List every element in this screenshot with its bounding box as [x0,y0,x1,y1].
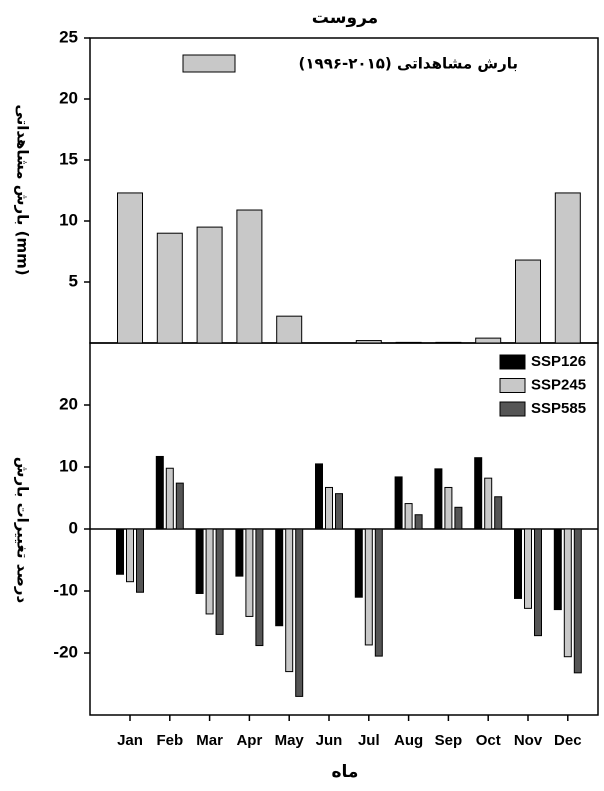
bar [394,476,403,530]
bar [117,192,143,344]
bar [434,468,443,530]
legend-swatch [499,354,526,370]
y-tick-label: 20 [59,88,78,107]
y-axis-label: بارش مشاهداتی (mm) [14,104,32,275]
bar [325,486,333,530]
y-tick-label: 5 [69,271,78,290]
legend-label: SSP126 [531,353,586,370]
bar [285,528,294,673]
x-tick-label: Dec [554,732,582,749]
bar [454,506,463,530]
bar [573,528,582,674]
bar [364,528,373,646]
x-tick-label: Aug [394,732,423,749]
bar [395,341,422,344]
bar [354,528,363,598]
y-tick-label: -10 [53,580,78,599]
bar [195,528,204,594]
legend-swatch [499,378,526,393]
x-tick-label: Nov [514,732,543,749]
legend-label: SSP585 [531,400,586,417]
bar [116,528,124,575]
x-axis-label: ماه [332,762,359,782]
x-tick-label: Oct [476,732,501,749]
bar [215,528,224,635]
bar [514,528,522,599]
x-tick-label: May [275,732,305,749]
y-tick-label: -20 [53,642,78,661]
x-tick-label: Mar [196,732,223,749]
bar [196,226,223,344]
bar [275,528,284,627]
bar [374,528,383,657]
bar [475,337,502,344]
x-tick-label: Jan [117,732,143,749]
y-tick-label: 25 [59,27,78,46]
bar [524,528,532,609]
bar [126,528,134,583]
bar [175,482,184,530]
bar [355,340,382,344]
legend-label: بارش مشاهداتی (۲۰۱۵-۱۹۹۶) [299,55,518,73]
bar [335,493,343,530]
x-tick-label: Feb [156,732,183,749]
bar [156,232,183,344]
bar [444,486,453,530]
bar [474,457,483,530]
bar [255,528,264,647]
bar [554,192,581,344]
bar [295,528,304,697]
y-tick-label: 10 [59,456,78,475]
bar [534,528,542,637]
x-tick-label: Sep [435,732,463,749]
legend-swatch [182,54,236,73]
bar [435,341,462,344]
bar [484,477,493,530]
bar [276,315,303,344]
bar [494,496,503,530]
y-tick-label: 0 [69,518,78,537]
y-tick-label: 10 [59,210,78,229]
bar [155,455,164,530]
bar [165,467,174,530]
legend-label: SSP245 [531,376,586,393]
bar [235,528,244,577]
y-axis-label: درصد تغییرات بارش [14,457,32,604]
bar [136,528,144,593]
bar [404,503,413,530]
y-tick-label: 20 [59,394,78,413]
y-tick-label: 15 [59,149,78,168]
bar [315,463,323,530]
legend-swatch [499,401,526,417]
x-tick-label: Apr [236,732,262,749]
x-tick-label: Jun [316,732,343,749]
bar [515,259,541,344]
bar [245,528,254,617]
x-tick-label: Jul [358,732,380,749]
bar [236,209,263,344]
bar [563,528,572,658]
chart-title: مروست [312,8,378,28]
bar [205,528,214,615]
bar [414,514,423,530]
bar [553,528,562,611]
